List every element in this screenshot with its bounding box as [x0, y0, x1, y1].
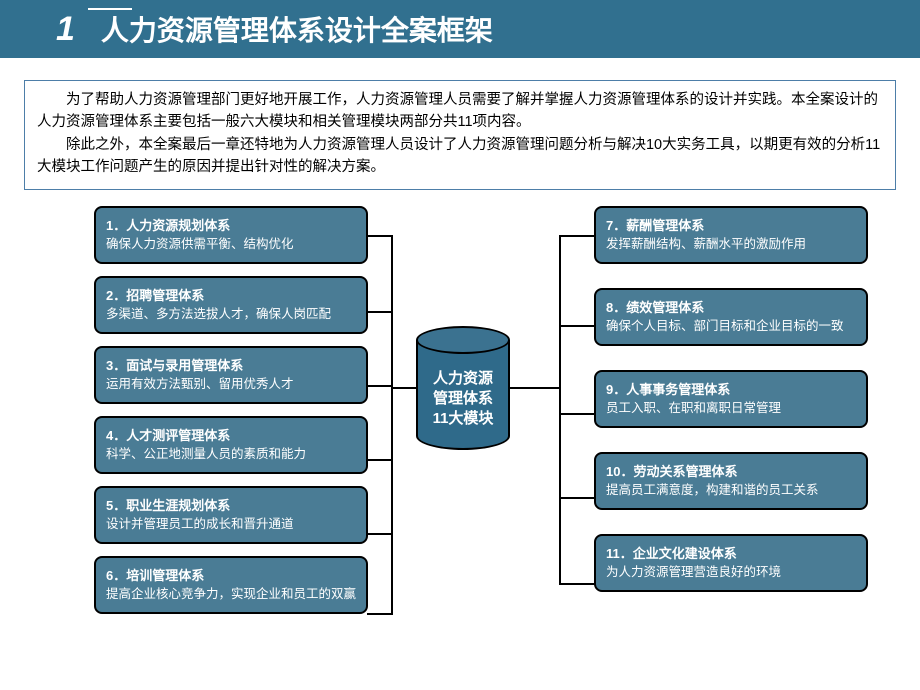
- module-desc: 多渠道、多方法选拔人才，确保人岗匹配: [106, 306, 356, 322]
- diagram-area: 1．人力资源规划体系确保人力资源供需平衡、结构优化 2．招聘管理体系多渠道、多方法…: [0, 200, 920, 680]
- right-module-5: 11．企业文化建设体系为人力资源管理营造良好的环境: [594, 534, 868, 592]
- module-title: 6．培训管理体系: [106, 565, 356, 584]
- module-desc: 提高企业核心竞争力，实现企业和员工的双赢: [106, 586, 356, 602]
- module-title: 1．人力资源规划体系: [106, 215, 356, 234]
- module-desc: 为人力资源管理营造良好的环境: [606, 564, 856, 580]
- left-module-6: 6．培训管理体系提高企业核心竞争力，实现企业和员工的双赢: [94, 556, 368, 614]
- left-module-3: 3．面试与录用管理体系运用有效方法甄别、留用优秀人才: [94, 346, 368, 404]
- header-number: 1: [56, 10, 75, 49]
- module-title: 2．招聘管理体系: [106, 285, 356, 304]
- left-module-4: 4．人才测评管理体系科学、公正地测量人员的素质和能力: [94, 416, 368, 474]
- module-desc: 发挥薪酬结构、薪酬水平的激励作用: [606, 236, 856, 252]
- center-cylinder: 人力资源管理体系11大模块: [416, 326, 510, 452]
- module-desc: 确保个人目标、部门目标和企业目标的一致: [606, 318, 856, 334]
- cylinder-top-ellipse: [416, 326, 510, 354]
- intro-paragraph-1: 为了帮助人力资源管理部门更好地开展工作，人力资源管理人员需要了解并掌握人力资源管…: [37, 89, 883, 134]
- header-accent-line: [88, 8, 132, 10]
- left-module-column: 1．人力资源规划体系确保人力资源供需平衡、结构优化 2．招聘管理体系多渠道、多方法…: [94, 206, 368, 614]
- left-module-1: 1．人力资源规划体系确保人力资源供需平衡、结构优化: [94, 206, 368, 264]
- module-title: 8．绩效管理体系: [606, 297, 856, 316]
- module-desc: 确保人力资源供需平衡、结构优化: [106, 236, 356, 252]
- header-title: 人力资源管理体系设计全案框架: [101, 9, 493, 49]
- module-title: 10．劳动关系管理体系: [606, 461, 856, 480]
- module-desc: 设计并管理员工的成长和晋升通道: [106, 516, 356, 532]
- module-title: 5．职业生涯规划体系: [106, 495, 356, 514]
- module-title: 9．人事事务管理体系: [606, 379, 856, 398]
- module-desc: 运用有效方法甄别、留用优秀人才: [106, 376, 356, 392]
- right-module-1: 7．薪酬管理体系发挥薪酬结构、薪酬水平的激励作用: [594, 206, 868, 264]
- module-title: 4．人才测评管理体系: [106, 425, 356, 444]
- intro-paragraph-2: 除此之外，本全案最后一章还特地为人力资源管理人员设计了人力资源管理问题分析与解决…: [37, 134, 883, 179]
- module-title: 3．面试与录用管理体系: [106, 355, 356, 374]
- right-module-2: 8．绩效管理体系确保个人目标、部门目标和企业目标的一致: [594, 288, 868, 346]
- right-module-column: 7．薪酬管理体系发挥薪酬结构、薪酬水平的激励作用 8．绩效管理体系确保个人目标、部…: [594, 206, 868, 592]
- module-title: 11．企业文化建设体系: [606, 543, 856, 562]
- header-bar: 1 人力资源管理体系设计全案框架: [0, 0, 920, 58]
- module-desc: 员工入职、在职和离职日常管理: [606, 400, 856, 416]
- right-module-4: 10．劳动关系管理体系提高员工满意度，构建和谐的员工关系: [594, 452, 868, 510]
- right-module-3: 9．人事事务管理体系员工入职、在职和离职日常管理: [594, 370, 868, 428]
- center-label: 人力资源管理体系11大模块: [433, 369, 494, 430]
- intro-text-box: 为了帮助人力资源管理部门更好地开展工作，人力资源管理人员需要了解并掌握人力资源管…: [24, 80, 896, 190]
- module-desc: 科学、公正地测量人员的素质和能力: [106, 446, 356, 462]
- left-module-2: 2．招聘管理体系多渠道、多方法选拔人才，确保人岗匹配: [94, 276, 368, 334]
- cylinder-body: 人力资源管理体系11大模块: [416, 340, 510, 450]
- left-module-5: 5．职业生涯规划体系设计并管理员工的成长和晋升通道: [94, 486, 368, 544]
- module-title: 7．薪酬管理体系: [606, 215, 856, 234]
- module-desc: 提高员工满意度，构建和谐的员工关系: [606, 482, 856, 498]
